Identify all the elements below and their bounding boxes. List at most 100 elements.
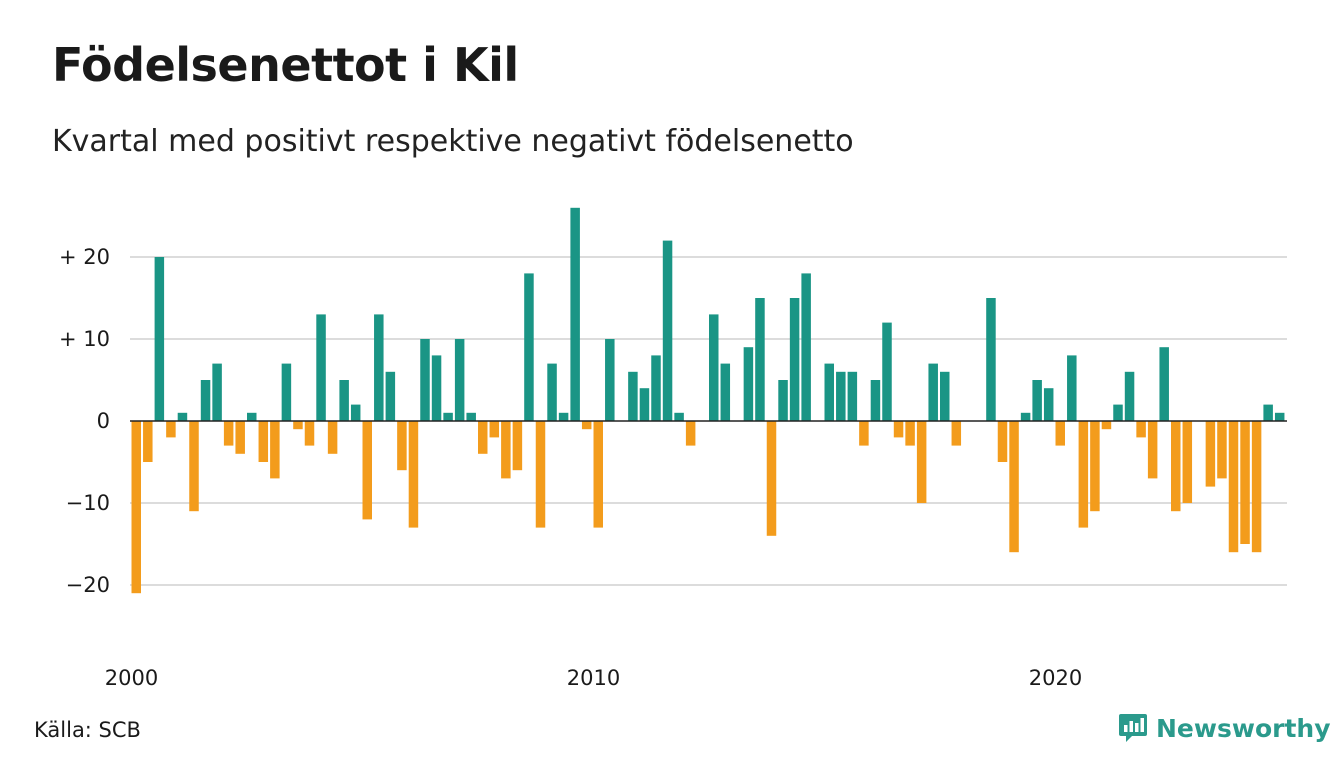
bar-positive <box>662 240 673 421</box>
bar-positive <box>281 363 292 421</box>
bar-positive <box>1043 388 1054 421</box>
y-tick-labels: + 20 + 10 0 −10 −20 <box>59 245 110 597</box>
y-tick-label: 0 <box>97 409 110 433</box>
y-tick-label: + 10 <box>59 327 110 351</box>
bar-positive <box>801 273 811 421</box>
bar-negative <box>1182 421 1193 503</box>
bar-positive <box>558 412 569 421</box>
bar-positive <box>1067 355 1077 421</box>
bar-positive <box>847 371 858 421</box>
y-tick-label: −10 <box>66 491 110 515</box>
bar-negative <box>685 421 696 446</box>
bar-positive <box>709 314 719 421</box>
bar-positive <box>454 339 465 421</box>
bar-negative <box>1217 421 1227 479</box>
bar-positive <box>928 363 938 421</box>
bar-negative <box>1240 421 1250 544</box>
bar-positive <box>385 371 396 421</box>
bar-negative <box>408 421 419 528</box>
x-tick-label: 2000 <box>105 666 158 690</box>
bar-positive <box>755 298 765 421</box>
bar-positive <box>1032 380 1042 421</box>
bar-negative <box>143 421 153 462</box>
bar-negative <box>905 421 915 446</box>
brand-logo: Newsworthy <box>1118 712 1331 744</box>
bar-negative <box>235 421 245 454</box>
bar-positive <box>316 314 326 421</box>
bar-positive <box>628 371 638 421</box>
bar-positive <box>466 412 476 421</box>
bar-positive <box>154 257 165 421</box>
bar-negative <box>489 421 500 438</box>
chart-area: + 20 + 10 0 −10 −20 2000 2010 2020 <box>59 207 1287 690</box>
bar-negative <box>478 421 488 454</box>
bar-positive <box>350 404 361 421</box>
bar-negative <box>189 421 199 512</box>
bar-negative <box>362 421 372 520</box>
x-tick-labels: 2000 2010 2020 <box>105 666 1082 690</box>
y-tick-label: −20 <box>66 573 110 597</box>
bar-negative <box>1136 421 1146 438</box>
bar-negative <box>593 421 603 528</box>
bar-positive <box>420 339 430 421</box>
x-tick-label: 2020 <box>1029 666 1082 690</box>
bar-positive <box>824 363 834 421</box>
bar-positive <box>1020 412 1031 421</box>
chart-title: Födelsenettot i Kil <box>52 38 519 92</box>
y-tick-label: + 20 <box>59 245 110 269</box>
bar-positive <box>870 380 881 421</box>
bar-positive <box>200 380 211 421</box>
bar-negative <box>293 421 303 430</box>
bar-positive <box>674 412 684 421</box>
bar-positive <box>547 363 557 421</box>
bar-positive <box>570 207 580 421</box>
bar-positive <box>247 412 257 421</box>
bar-positive <box>177 412 188 421</box>
bar-negative <box>501 421 511 479</box>
bar-negative <box>1251 421 1262 553</box>
bar-positive <box>605 339 615 421</box>
bar-positive <box>778 380 788 421</box>
newsworthy-logo-icon <box>1119 714 1147 742</box>
bar-positive <box>374 314 384 421</box>
bar-positive <box>1274 412 1285 421</box>
bar-negative <box>166 421 176 438</box>
bar-positive <box>524 273 534 421</box>
bar-positive <box>720 363 731 421</box>
bar-negative <box>766 421 777 536</box>
bar-positive <box>431 355 442 421</box>
bar-positive <box>443 412 453 421</box>
bar-negative <box>512 421 523 471</box>
bar-negative <box>916 421 927 503</box>
bar-positive <box>212 363 222 421</box>
bar-positive <box>882 322 892 421</box>
bar-negative <box>1228 421 1239 553</box>
bar-negative <box>535 421 546 528</box>
bar-negative <box>1171 421 1181 512</box>
bar-positive <box>651 355 661 421</box>
bars <box>131 207 1285 594</box>
bar-negative <box>859 421 869 446</box>
bar-positive <box>1124 371 1135 421</box>
bar-positive <box>789 298 800 421</box>
bar-negative <box>270 421 280 479</box>
bar-positive <box>1159 347 1169 421</box>
bar-positive <box>940 371 950 421</box>
bar-negative <box>1101 421 1112 430</box>
bar-negative <box>581 421 592 430</box>
x-tick-label: 2010 <box>567 666 620 690</box>
bar-negative <box>223 421 234 446</box>
source-note: Källa: SCB <box>34 718 141 742</box>
bar-negative <box>1078 421 1089 528</box>
bar-negative <box>327 421 338 454</box>
bar-negative <box>131 421 141 594</box>
bar-negative <box>951 421 962 446</box>
bar-negative <box>258 421 269 462</box>
bar-negative <box>304 421 315 446</box>
bar-negative <box>1147 421 1158 479</box>
bar-negative <box>1090 421 1100 512</box>
bar-negative <box>1009 421 1019 553</box>
brand-name: Newsworthy <box>1156 713 1331 743</box>
bar-negative <box>397 421 407 471</box>
bar-negative <box>1055 421 1065 446</box>
